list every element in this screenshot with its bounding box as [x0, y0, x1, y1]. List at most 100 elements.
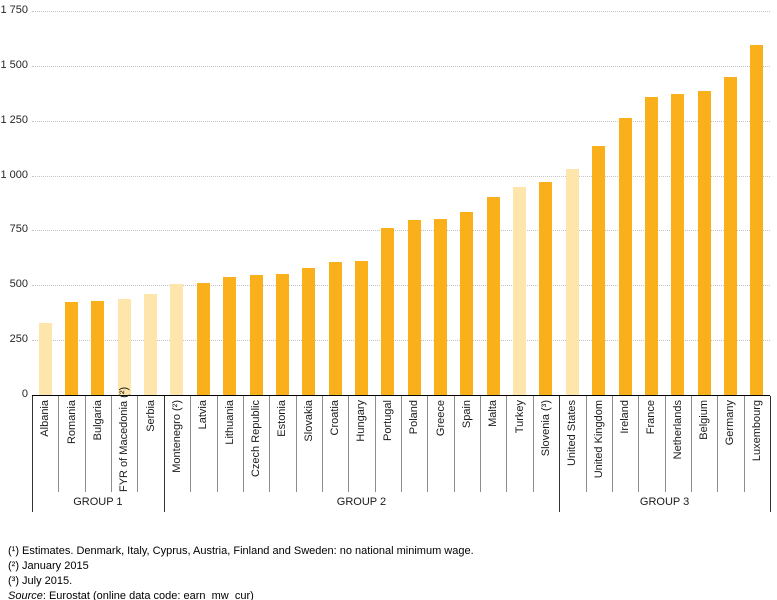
label-separator-9 [269, 396, 271, 492]
label-separator-7 [216, 396, 218, 492]
label-separator-15 [427, 396, 429, 492]
bar-ireland [618, 118, 632, 395]
label-separator-16 [453, 396, 455, 492]
label-separator-25 [690, 396, 692, 492]
footnote-july-2015: (³) July 2015. [8, 575, 73, 587]
bar-estonia [275, 273, 289, 395]
footnote-january-2015: (²) January 2015 [8, 560, 89, 572]
y-axis-tick-1000: 1 000 [0, 168, 28, 181]
label-separator-11 [321, 396, 323, 492]
xlabel-lithuania: Lithuania [223, 400, 236, 445]
group-divider-5 [163, 396, 165, 512]
label-separator-23 [638, 396, 640, 492]
bar-netherlands [671, 93, 685, 395]
gridline-750 [32, 230, 770, 232]
xlabel-turkey: Turkey [513, 400, 526, 434]
bar-portugal [381, 228, 395, 395]
y-axis-tick-1500: 1 500 [0, 58, 28, 71]
xlabel-poland: Poland [408, 400, 421, 435]
xlabel-belgium: Belgium [698, 400, 711, 440]
source-label: Source [8, 590, 43, 600]
xlabel-slovakia: Slovakia [302, 400, 315, 442]
footnote-estimates: (¹) Estimates. Denmark, Italy, Cyprus, A… [8, 545, 474, 557]
xlabel-serbia: Serbia [144, 400, 157, 432]
bar-czech-republic [249, 274, 263, 395]
gridline-1250 [32, 120, 770, 122]
bar-croatia [328, 261, 342, 395]
bar-lithuania [223, 276, 237, 395]
footnotes: (¹) Estimates. Denmark, Italy, Cyprus, A… [8, 544, 768, 600]
label-separator-13 [374, 396, 376, 492]
y-axis-tick-250: 250 [9, 333, 28, 346]
bar-spain [460, 212, 474, 395]
bar-belgium [697, 91, 711, 395]
label-separator-27 [743, 396, 745, 492]
bar-greece [434, 219, 448, 395]
xlabel-netherlands: Netherlands [671, 400, 684, 460]
label-separator-19 [532, 396, 534, 492]
y-axis-tick-750: 750 [9, 223, 28, 236]
y-axis-tick-1750: 1 750 [0, 4, 28, 16]
bar-france [644, 97, 658, 395]
xlabel-montenegro: Montenegro (²) [170, 400, 183, 473]
xlabel-spain: Spain [460, 400, 473, 429]
gridline-1750 [32, 11, 770, 12]
bar-montenegro [170, 284, 184, 395]
xlabel-czech-republic: Czech Republic [250, 400, 263, 478]
xlabel-croatia: Croatia [329, 400, 342, 436]
label-separator-12 [348, 396, 350, 492]
label-separator-22 [611, 396, 613, 492]
xlabel-portugal: Portugal [381, 400, 394, 441]
group-label-group-3: GROUP 3 [639, 496, 690, 508]
bar-poland [407, 220, 421, 395]
gridline-250 [32, 340, 770, 342]
y-axis-tick-1250: 1 250 [0, 113, 28, 126]
bar-malta [486, 196, 500, 395]
xlabel-greece: Greece [434, 400, 447, 437]
label-separator-3 [111, 396, 113, 492]
xlabel-france: France [645, 400, 658, 435]
label-separator-18 [506, 396, 508, 492]
bar-united-states [565, 168, 579, 395]
bar-bulgaria [91, 301, 105, 395]
xlabel-latvia: Latvia [197, 400, 210, 430]
xlabel-fyr-of-macedonia: FYR of Macedonia (²) [118, 386, 131, 492]
y-axis-tick-500: 500 [9, 278, 28, 291]
label-separator-1 [58, 396, 60, 492]
bar-germany [723, 76, 737, 395]
bar-slovakia [302, 267, 316, 395]
label-separator-4 [137, 396, 139, 492]
bar-slovenia [539, 181, 553, 395]
y-axis-tick-0: 0 [21, 388, 28, 400]
gridline-1000 [32, 175, 770, 177]
label-separator-17 [480, 396, 482, 492]
gridline-500 [32, 285, 770, 287]
xlabel-united-states: United States [566, 400, 579, 467]
gridline-1500 [32, 65, 770, 67]
label-separator-14 [401, 396, 402, 492]
label-separator-8 [242, 396, 244, 492]
xlabel-slovenia: Slovenia (³) [539, 400, 552, 457]
source-text: : Eurostat (online data code: earn_mw_cu… [42, 590, 254, 600]
xlabel-luxembourg: Luxembourg [750, 400, 763, 462]
group-label-group-2: GROUP 2 [336, 496, 387, 508]
x-axis-line [32, 395, 770, 396]
label-separator-6 [190, 396, 192, 492]
label-separator-10 [295, 396, 297, 492]
label-separator-2 [84, 396, 86, 492]
label-separator-26 [717, 396, 719, 492]
xlabel-hungary: Hungary [355, 400, 368, 442]
group-label-group-1: GROUP 1 [73, 496, 123, 508]
xlabel-estonia: Estonia [276, 400, 289, 437]
bar-serbia [144, 294, 158, 395]
xlabel-romania: Romania [65, 400, 78, 445]
group-divider-28 [770, 396, 771, 512]
label-separator-24 [664, 396, 666, 492]
label-separator-21 [585, 396, 587, 492]
bar-romania [65, 301, 79, 395]
xlabel-malta: Malta [487, 400, 500, 427]
bar-latvia [196, 282, 210, 395]
bar-turkey [513, 186, 527, 395]
xlabel-united-kingdom: United Kingdom [592, 400, 605, 479]
